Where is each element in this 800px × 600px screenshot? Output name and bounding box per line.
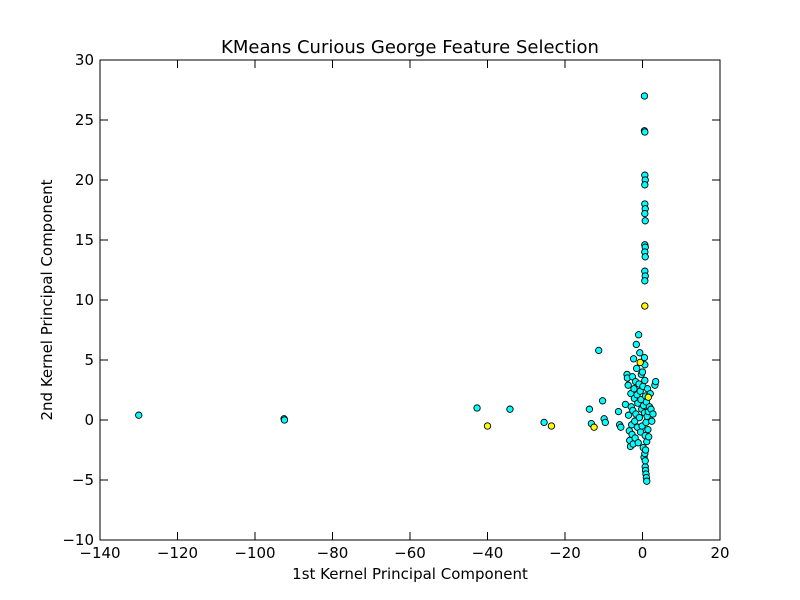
scatter-point	[629, 355, 638, 363]
scatter-point	[614, 407, 623, 416]
x-tick-label: −60	[394, 544, 426, 562]
scatter-point	[641, 217, 649, 225]
scatter-point	[641, 457, 649, 465]
scatter-point	[483, 422, 492, 430]
scatter-point	[590, 423, 598, 431]
scatter-point	[641, 277, 649, 285]
y-axis-label: 2nd Kernel Principal Component	[38, 179, 56, 420]
scatter-point	[624, 381, 632, 389]
x-tick-label: −20	[549, 544, 581, 562]
x-tick-label: 0	[638, 544, 648, 562]
scatter-point	[640, 353, 649, 362]
x-tick-label: −40	[472, 544, 504, 562]
y-tick-label: 10	[75, 291, 94, 309]
scatter-point	[641, 128, 649, 136]
scatter-point	[135, 411, 143, 419]
x-axis: −140 −120 −100 −80 −60 −40 −20 0 20	[79, 60, 730, 562]
scatter-point	[648, 417, 656, 425]
y-tick-label: 25	[75, 111, 94, 129]
scatter-point	[652, 377, 660, 386]
y-tick-label: 15	[75, 231, 94, 249]
scatter-point	[280, 416, 289, 424]
scatter-point	[644, 393, 652, 401]
scatter-point	[632, 340, 640, 349]
scatter-point	[642, 418, 650, 427]
scatter-point	[506, 405, 514, 413]
scatter-point	[634, 439, 642, 447]
scatter-point	[635, 413, 644, 422]
scatter-point	[645, 433, 653, 441]
scatter-point	[547, 422, 556, 430]
scatter-point	[624, 411, 633, 419]
y-tick-label: −5	[72, 471, 94, 489]
scatter-point	[649, 410, 657, 418]
x-tick-label: −140	[79, 544, 120, 562]
scatter-point	[473, 404, 481, 412]
x-tick-label: −120	[157, 544, 198, 562]
scatter-point	[598, 397, 607, 405]
scatter-point	[540, 418, 548, 427]
x-tick-label: −80	[317, 544, 349, 562]
scatter-point	[585, 405, 594, 413]
chart-title: KMeans Curious George Feature Selection	[221, 37, 599, 58]
scatter-point	[641, 302, 649, 310]
scatter-point	[641, 446, 650, 454]
y-tick-label: 20	[75, 171, 94, 189]
scatter-point	[634, 331, 643, 339]
scatter-point	[644, 425, 652, 434]
scatter-point	[636, 358, 644, 367]
point-layer	[135, 92, 660, 485]
scatter-point	[641, 253, 649, 261]
scatter-point	[601, 418, 609, 427]
x-axis-label: 1st Kernel Principal Component	[292, 565, 528, 583]
y-tick-label: −10	[62, 531, 94, 549]
y-axis: −10 −5 0 5 10 15 20 25 30	[62, 51, 720, 549]
x-tick-label: 20	[710, 544, 729, 562]
scatter-point	[641, 209, 649, 218]
y-tick-label: 30	[75, 51, 94, 69]
scatter-point	[638, 368, 647, 376]
scatter-point	[617, 423, 625, 431]
scatter-point	[641, 376, 649, 385]
scatter-point	[641, 181, 649, 189]
scatter-point	[636, 349, 644, 357]
scatter-point	[643, 477, 651, 485]
scatter-point	[633, 364, 641, 373]
y-tick-label: 0	[84, 411, 94, 429]
scatter-point	[595, 346, 603, 355]
y-tick-label: 5	[84, 351, 94, 369]
scatter-point	[640, 92, 649, 100]
scatter-point	[630, 385, 638, 393]
x-tick-label: −100	[234, 544, 275, 562]
